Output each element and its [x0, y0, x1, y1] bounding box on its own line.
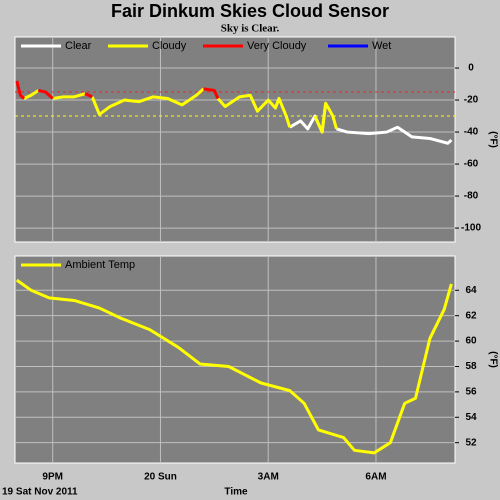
- y-tick-label: -80: [464, 191, 479, 202]
- y-tick-label: 58: [465, 361, 477, 372]
- y-tick-label: -20: [464, 95, 479, 106]
- series-line: [23, 87, 338, 134]
- legend-label: Ambient Temp: [65, 259, 135, 271]
- chart-subtitle: Sky is Clear.: [221, 23, 280, 35]
- chart-title: Fair Dinkum Skies Cloud Sensor: [111, 1, 389, 21]
- y-tick-label: 56: [465, 387, 477, 398]
- legend-label: Very Cloudy: [247, 40, 307, 52]
- y-tick-label: -60: [464, 159, 479, 170]
- plot-area: [14, 36, 456, 243]
- x-tick-label: 3AM: [258, 472, 279, 483]
- series-line: [15, 80, 220, 100]
- date-label: 19 Sat Nov 2011: [2, 487, 78, 498]
- y-tick-label: 52: [465, 437, 477, 448]
- y-axis-label: (°F): [487, 131, 498, 148]
- y-axis-label: (°F): [487, 351, 498, 368]
- series-line: [15, 278, 453, 455]
- y-tick-label: -40: [464, 127, 479, 138]
- y-tick-label: 64: [465, 285, 477, 296]
- y-tick-label: 0: [468, 63, 474, 74]
- x-tick-label: 6AM: [365, 472, 386, 483]
- y-tick-label: 60: [465, 336, 477, 347]
- y-tick-label: 62: [465, 310, 477, 321]
- legend-label: Clear: [65, 40, 92, 52]
- x-tick-label: 9PM: [42, 472, 63, 483]
- x-axis-label: Time: [224, 487, 248, 498]
- y-tick-label: 54: [465, 412, 477, 423]
- y-tick-label: -100: [461, 223, 481, 234]
- x-tick-label: 20 Sun: [144, 472, 177, 483]
- legend-label: Cloudy: [152, 40, 187, 52]
- legend-label: Wet: [372, 40, 391, 52]
- plot-area: [14, 255, 456, 464]
